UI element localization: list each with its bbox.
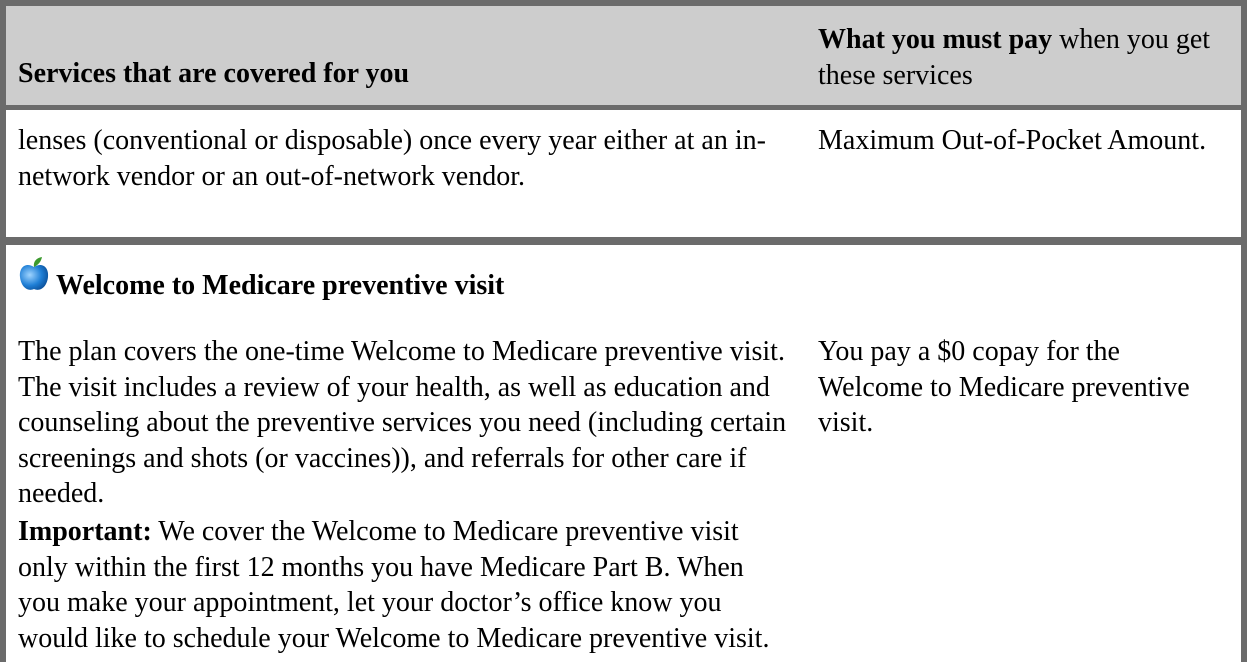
row0-left: lenses (conventional or disposable) once…: [18, 125, 766, 192]
row1-important: Important: We cover the Welcome to Medic…: [18, 514, 778, 656]
important-label: Important:: [18, 516, 152, 547]
header-col2-rest: when you get these services: [818, 24, 1211, 91]
header-col2: What you must pay when you get these ser…: [818, 22, 1238, 93]
row1-right: You pay a $0 copay for the Welcome to Me…: [818, 336, 1190, 438]
header-col1: Services that are covered for you: [18, 58, 410, 89]
header-col2-bold: What you must pay: [818, 24, 1053, 55]
row1-paragraph: The plan covers the one-time Welcome to …: [18, 336, 787, 509]
important-text: We cover the Welcome to Medicare prevent…: [18, 516, 770, 654]
row0-right: Maximum Out-of-Pocket Amount.: [818, 125, 1207, 156]
table-header: [6, 6, 1241, 110]
apple-icon: [19, 257, 49, 290]
row1-title: Welcome to Medicare preventive visit: [56, 270, 505, 301]
row-separator: [6, 237, 1241, 245]
